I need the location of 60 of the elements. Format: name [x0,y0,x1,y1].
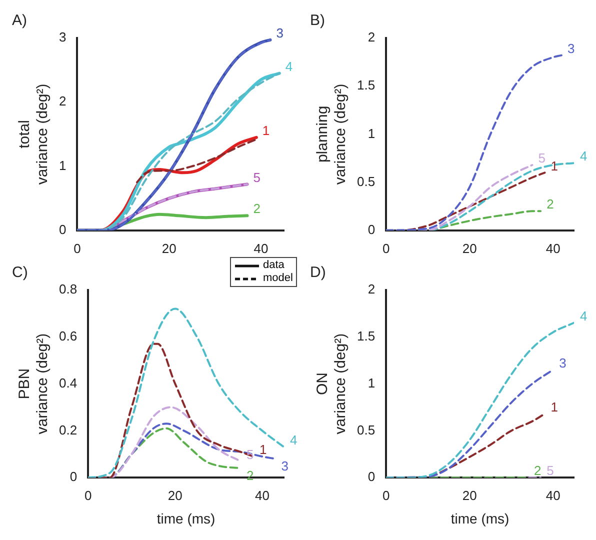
x-tick-label: 40 [254,240,268,256]
series-label: 2 [546,196,554,212]
y-tick-label: 0 [70,469,78,484]
y-tick-label: 0.5 [356,422,376,438]
series-label: 5 [546,463,554,478]
series-label: 5 [538,150,546,166]
series-label: 1 [550,399,558,414]
y-axis-title: ON variance (deg²) [314,333,350,434]
y-tick-label: 2 [58,94,66,109]
x-tick-label: 20 [462,240,477,256]
y-tick-label: 3 [58,30,66,45]
x-tick-label: 0 [382,240,390,256]
y-tick-label: 0 [368,469,376,484]
y-tick-label: 2 [368,30,376,45]
y-tick-label: 1.5 [356,328,376,344]
series-label: 5 [253,170,260,185]
x-tick-label: 20 [462,488,477,503]
x-axis-title: time (ms) [156,510,216,526]
text: data [263,259,284,272]
series-label: 4 [580,308,588,324]
x-tick-label: 40 [546,488,560,503]
text: model [263,272,293,285]
y-tick-label: 0 [368,222,376,237]
series-label: 3 [567,40,575,56]
x-tick-label: 20 [162,240,176,256]
chart-title: A) [12,12,28,30]
series-label: 3 [281,458,289,474]
y-tick-label: 0.5 [356,174,376,189]
y-tick-label: 1 [58,158,66,173]
x-tick-label: 0 [382,488,390,503]
x-tick-label: 40 [546,240,560,256]
y-tick-label: 0.8 [58,282,78,297]
series-label: 3 [559,355,566,370]
series-label: 4 [580,148,588,164]
chart-title: D) [310,264,326,282]
y-tick-label: 0 [58,222,66,237]
chart-title: C) [12,264,28,282]
y-tick-label: 0.4 [58,375,78,390]
series-label: 2 [253,201,260,216]
y-tick-label: 1 [368,375,376,390]
series-label: 1 [260,442,267,458]
series-label: 2 [534,463,542,478]
line-series [386,54,562,230]
y-tick-label: 2 [368,282,376,297]
y-axis-title: total variance (deg²) [16,84,52,185]
y-axis-title: planning variance (deg²) [314,84,350,185]
series-label: 3 [276,26,284,40]
chart-title: B) [310,12,326,30]
y-tick-label: 0.2 [58,422,78,438]
x-tick-label: 0 [84,488,92,503]
y-axis-title: PBN variance (deg²) [16,333,52,434]
y-tick-label: 0.6 [58,328,78,344]
series-label: 4 [285,58,293,74]
x-axis-title: time (ms) [450,510,510,526]
series-label: 1 [262,122,270,138]
x-tick-label: 40 [254,488,270,503]
y-tick-label: 1 [368,126,376,141]
series-label: 4 [290,432,298,448]
y-tick-label: 1.5 [356,78,376,93]
x-tick-label: 20 [168,488,182,503]
